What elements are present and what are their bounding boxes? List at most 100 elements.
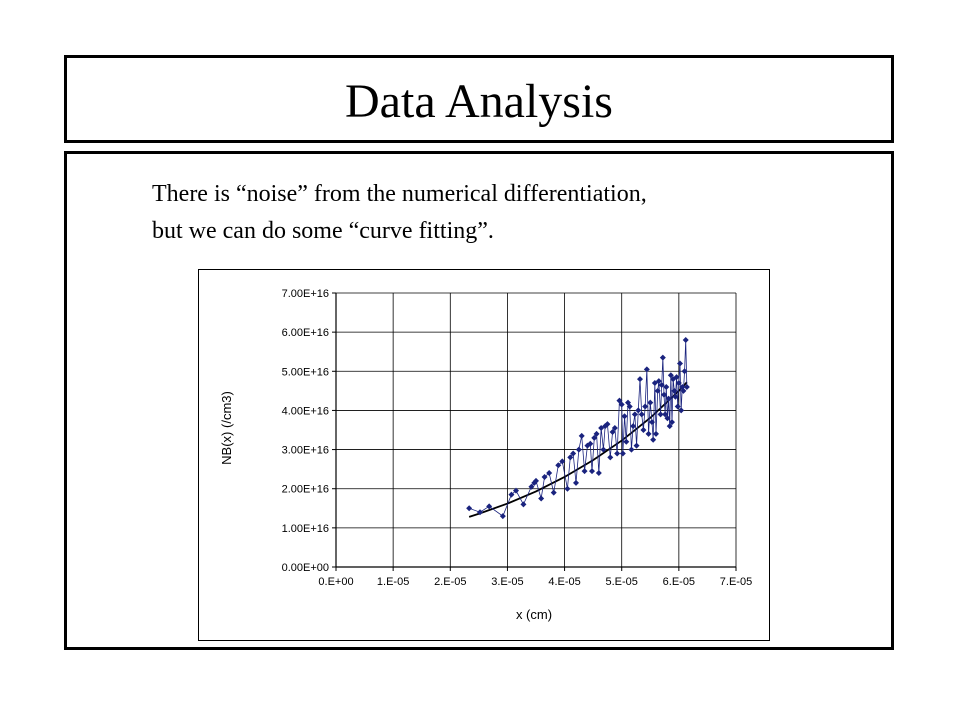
data-point [587, 440, 594, 447]
data-point [618, 401, 625, 408]
data-point [621, 413, 628, 420]
data-point [477, 509, 483, 516]
data-point [623, 438, 630, 445]
data-point [550, 489, 557, 496]
data-point [659, 354, 666, 361]
y-tick-label: 0.00E+00 [282, 562, 329, 574]
body-text-line-1: There is “noise” from the numerical diff… [152, 181, 647, 207]
x-axis-label: x (cm) [516, 607, 552, 622]
data-point [667, 372, 674, 379]
x-tick-label: 0.E+00 [318, 576, 353, 588]
data-point [680, 387, 687, 394]
scatter-chart: 0.00E+00 1.00E+16 2.00E+16 3.00E+16 4.00E+16… [198, 269, 770, 641]
data-point [533, 477, 539, 484]
data-point [672, 393, 679, 400]
y-tick-label: 7.00E+16 [282, 288, 329, 300]
data-point [541, 473, 548, 480]
axes [332, 292, 737, 571]
data-point [673, 374, 680, 381]
data-point [682, 336, 689, 343]
data-point [640, 427, 647, 433]
tick-labels: 0.00E+00 1.00E+16 2.00E+16 3.00E+16 4.00E+16… [282, 288, 753, 588]
data-point [600, 446, 607, 453]
data-point [611, 425, 618, 432]
data-point [559, 458, 566, 465]
data-point [486, 503, 493, 510]
data-point [546, 470, 553, 477]
data-point [575, 446, 582, 453]
data-point [666, 423, 673, 430]
data-point [570, 450, 577, 457]
data-point [567, 454, 574, 461]
data-point [675, 380, 682, 387]
data-point [643, 366, 650, 373]
data-point [642, 403, 649, 410]
data-point [626, 403, 633, 410]
data-point [653, 430, 659, 437]
data-point [584, 442, 591, 449]
y-axis-label: NB(x) (/cm3) [219, 391, 234, 465]
data-point [655, 378, 662, 385]
data-point [591, 434, 598, 441]
chart-container: 0.00E+00 1.00E+16 2.00E+16 3.00E+16 4.00E+16… [198, 269, 770, 641]
data-point [662, 411, 669, 418]
y-tick-label: 5.00E+16 [282, 366, 329, 378]
data-point [578, 432, 585, 439]
data-point [499, 513, 506, 520]
y-tick-label: 2.00E+16 [282, 484, 329, 496]
data-point [679, 383, 686, 390]
y-tick-label: 4.00E+16 [282, 405, 329, 417]
data-point [564, 485, 571, 492]
data-point [651, 380, 658, 387]
data-point [671, 387, 678, 394]
data-point [531, 479, 538, 486]
data-point [677, 360, 683, 367]
data-point [683, 383, 690, 390]
data-point [665, 395, 672, 402]
data-point [604, 421, 611, 428]
data-point [669, 419, 675, 426]
body-text-line-2: but we can do some “curve fitting”. [152, 218, 494, 244]
data-point [661, 391, 667, 398]
data-point [595, 470, 602, 477]
title-box: Data Analysis [64, 55, 894, 143]
data-point [650, 436, 657, 443]
x-tick-label: 7.E-05 [720, 576, 752, 588]
data-point [635, 407, 642, 414]
y-tick-label: 3.00E+16 [282, 445, 329, 457]
data-point [581, 468, 588, 475]
x-tick-label: 3.E-05 [491, 576, 523, 588]
data-point [637, 376, 643, 383]
data-point [616, 397, 623, 404]
data-point [633, 442, 640, 449]
data-point [681, 368, 688, 375]
data-point [609, 428, 616, 435]
x-tick-label: 4.E-05 [548, 576, 580, 588]
data-point [593, 430, 600, 437]
content-box [64, 151, 894, 650]
data-point [466, 505, 473, 512]
data-point [658, 381, 665, 388]
data-point [538, 495, 545, 502]
data-point [663, 383, 670, 390]
data-point [631, 411, 638, 418]
data-point [645, 430, 652, 437]
data-point [614, 450, 621, 457]
data-point [528, 483, 535, 490]
slide-title: Data Analysis [345, 75, 613, 128]
data-point [628, 446, 635, 453]
x-tick-label: 2.E-05 [434, 576, 466, 588]
data-point [619, 450, 626, 457]
data-point [657, 411, 664, 418]
x-tick-label: 5.E-05 [606, 576, 638, 588]
data-point [589, 468, 595, 475]
data-point [520, 501, 527, 508]
data-point [513, 487, 519, 494]
data-point [649, 419, 655, 426]
data-point [674, 403, 681, 410]
x-tick-label: 6.E-05 [663, 576, 695, 588]
data-point [607, 454, 614, 461]
chart-frame [198, 269, 770, 641]
data-point [555, 462, 562, 469]
data-point [630, 423, 637, 430]
